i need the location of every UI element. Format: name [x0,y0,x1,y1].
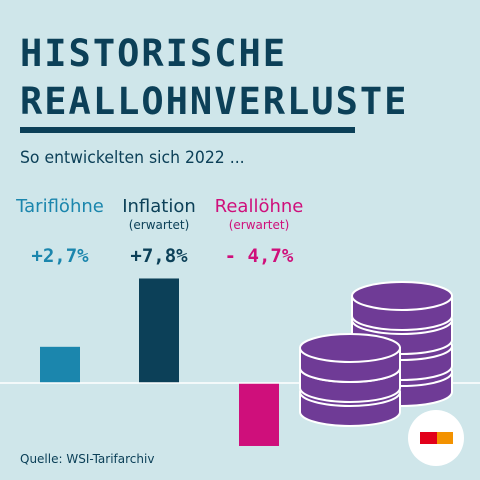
logo-red-block [420,432,437,444]
source-note: Quelle: WSI-Tarifarchiv [20,452,155,466]
logo-icon [408,410,464,466]
title-line-2: REALLOHNVERLUSTE [20,80,409,123]
coin-icon [299,333,401,383]
bar-inflation [139,278,179,383]
category-name: Tariflöhne [16,196,104,217]
bar-real-wages [239,383,279,446]
subtitle: So entwickelten sich 2022 ... [20,148,245,168]
category-name: Inflation [122,196,196,217]
category-note: (erwartet) [228,218,290,232]
title-line-1: HISTORISCHE [20,32,288,75]
bars-group [40,278,279,446]
logo-orange-block [437,432,453,444]
value-label-inflation: +7,8% [130,245,188,267]
value-label-real-wages: - 4,7% [224,245,294,267]
value-label-tariff: +2,7% [31,245,89,267]
category-label-inflation: Inflation (erwartet) [99,196,219,232]
category-name: Reallöhne [214,196,304,217]
coin-icon [351,281,453,331]
coin-stack-icon [299,281,453,427]
page-title: HISTORISCHE REALLOHNVERLUSTE [20,30,408,126]
bar-tariff [40,346,80,383]
category-label-tariff: Tariflöhne [0,196,120,218]
title-underline [20,127,355,133]
category-label-real-wages: Reallöhne (erwartet) [199,196,319,232]
category-note: (erwartet) [128,218,190,232]
